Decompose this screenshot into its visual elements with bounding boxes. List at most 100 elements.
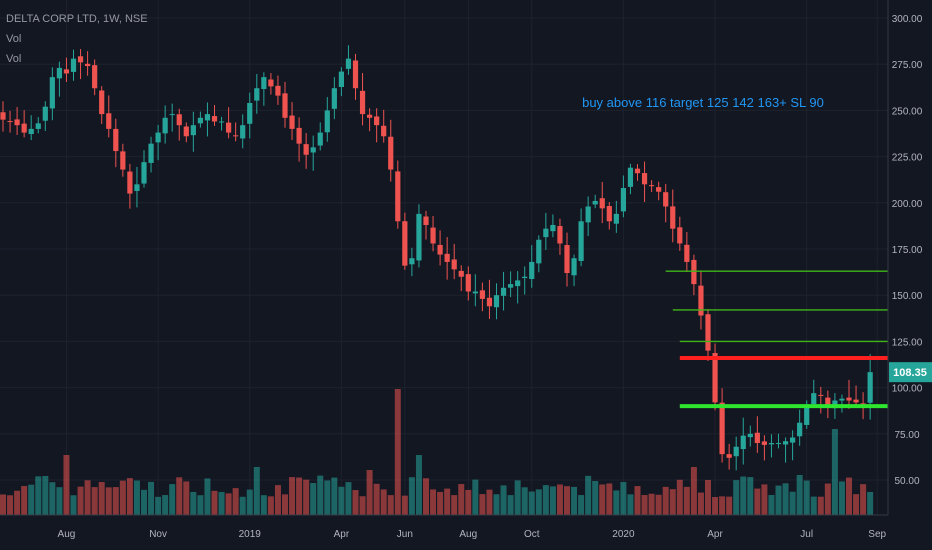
candle-body <box>7 121 13 123</box>
candle-body <box>761 441 767 445</box>
candle-body <box>754 432 760 444</box>
volume-bar <box>105 487 112 515</box>
candle-body <box>529 261 535 280</box>
candle-body <box>663 192 669 207</box>
volume-bar <box>549 486 556 515</box>
candle-body <box>77 56 84 63</box>
volume-bar <box>585 475 592 515</box>
candle-body <box>571 258 577 276</box>
candle-body <box>486 297 493 307</box>
candle-body <box>500 287 507 296</box>
candle-body <box>747 433 753 438</box>
volume-bar <box>331 477 338 515</box>
candle-body <box>155 132 161 143</box>
price-axis: 300.00 275.00 250.00 225.00 200.00 175.00 150.… <box>892 14 923 487</box>
candle-body <box>599 198 605 209</box>
volume-bar <box>775 485 782 515</box>
time-tick-label: Aug <box>459 529 477 540</box>
candle-body <box>712 353 718 403</box>
candle-body <box>148 143 154 163</box>
candle-body <box>275 85 281 96</box>
volume-bar <box>28 484 35 515</box>
candle-body <box>853 399 859 403</box>
volume-bar <box>183 481 190 515</box>
time-tick-label: 2020 <box>612 529 635 540</box>
candle-body <box>254 88 260 101</box>
candle-body <box>247 103 253 124</box>
volume-bar <box>21 486 28 515</box>
price-levels <box>665 270 888 409</box>
candle-body <box>268 79 274 87</box>
candle-body <box>451 259 457 270</box>
last-price-label: 108.35 <box>893 367 927 379</box>
volume-bar <box>401 495 408 515</box>
candle-body <box>818 394 824 396</box>
volume-legend-2[interactable]: Vol <box>6 53 22 65</box>
candle-body <box>352 60 359 89</box>
price-tick-label: 200.00 <box>892 199 923 210</box>
volume-bar <box>535 489 542 515</box>
candle-body <box>183 126 189 137</box>
symbol-title[interactable]: DELTA CORP LTD, 1W, NSE <box>6 13 148 25</box>
candle-body <box>775 443 782 445</box>
volume-bar <box>317 475 324 515</box>
volume-bar <box>472 479 479 515</box>
candle-body <box>550 224 556 232</box>
chart-legend: DELTA CORP LTD, 1W, NSE Vol Vol <box>6 9 148 69</box>
candle-body <box>218 121 225 123</box>
volume-bar <box>373 483 380 515</box>
volume-bar <box>789 491 796 515</box>
candle-body <box>839 398 845 401</box>
candle-body <box>437 244 443 255</box>
volume-bar <box>352 490 359 515</box>
chart-grid <box>0 0 888 515</box>
candle-body <box>395 171 401 222</box>
volume-bar <box>289 477 296 515</box>
candle-body <box>388 136 394 170</box>
candle-body <box>522 276 528 279</box>
volume-legend-1[interactable]: Vol <box>6 33 22 45</box>
candle-body <box>705 314 711 351</box>
volume-bar <box>613 490 620 515</box>
volume-bar <box>310 483 317 515</box>
candle-body <box>585 206 591 223</box>
volume-bar <box>768 494 775 515</box>
candle-body <box>204 114 211 121</box>
volume-bar <box>366 470 373 515</box>
candle-body <box>479 290 485 299</box>
volume-bar <box>218 491 225 515</box>
volume-bar <box>719 496 726 515</box>
candle-body <box>649 185 655 187</box>
volume-bar <box>493 494 500 515</box>
volume-bar <box>564 486 570 515</box>
volume-bar <box>451 495 458 515</box>
volume-bar <box>740 476 747 515</box>
volume-bar <box>112 487 119 515</box>
volume-bar <box>359 496 366 515</box>
candle-body <box>261 77 267 90</box>
time-tick-label: Oct <box>524 529 540 540</box>
volume-bar <box>176 477 183 515</box>
volume-bar <box>627 494 634 515</box>
volume-bar <box>556 484 563 515</box>
time-tick-label: Jun <box>397 529 413 540</box>
volume-bar <box>683 486 690 515</box>
candle-body <box>634 168 641 174</box>
candle-body <box>106 113 112 129</box>
last-price-badge <box>889 362 932 383</box>
volume-bar <box>197 495 204 515</box>
volume-bar <box>380 489 387 515</box>
candle-body <box>367 114 373 118</box>
price-tick-label: 125.00 <box>892 337 923 348</box>
candle-body <box>811 393 817 405</box>
candle-body <box>289 115 295 129</box>
volume-bar <box>846 477 852 515</box>
candle-body <box>14 119 20 126</box>
candle-body <box>691 259 697 285</box>
time-tick-label: Nov <box>149 529 167 540</box>
price-tick-label: 50.00 <box>894 476 919 487</box>
volume-bar <box>345 482 352 515</box>
volume-bar <box>655 494 662 515</box>
price-tick-label: 275.00 <box>892 60 923 71</box>
